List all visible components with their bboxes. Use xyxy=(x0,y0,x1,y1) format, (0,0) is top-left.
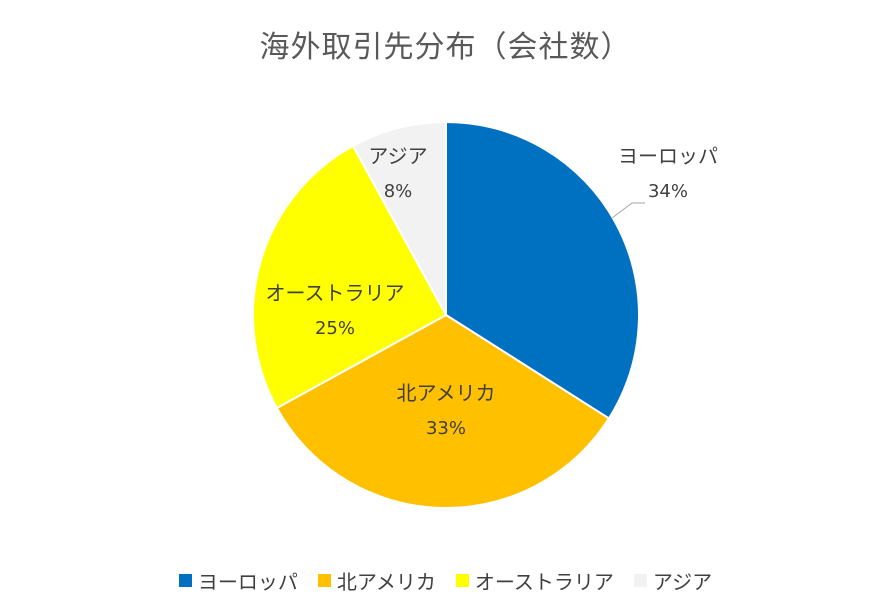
legend-swatch xyxy=(317,574,331,587)
slice-label: ヨーロッパ xyxy=(618,144,718,168)
pie-slice-1 xyxy=(445,120,640,420)
pie-slice-3 xyxy=(252,144,448,410)
legend-label: アジア xyxy=(652,570,713,594)
legend: ヨーロッパ 北アメリカ オーストラリア アジア xyxy=(0,566,891,595)
pie-chart: ヨーロッパ 34% 北アメリカ 33% オーストラリア 25% アジア 8% xyxy=(252,120,718,509)
slice-percent-label: 34% xyxy=(648,181,688,202)
slice-label: オーストラリア xyxy=(266,281,405,305)
legend-item: アジア xyxy=(633,566,713,595)
legend-label: ヨーロッパ xyxy=(197,570,298,594)
chart-title: 海外取引先分布（会社数） xyxy=(259,30,632,65)
legend-label: 北アメリカ xyxy=(336,570,436,594)
legend-item: オーストラリア xyxy=(455,566,614,595)
legend-swatch xyxy=(633,574,647,587)
slice-percent-label: 25% xyxy=(315,318,355,339)
leader-line xyxy=(611,202,645,219)
slice-label: アジア xyxy=(368,144,427,168)
legend-swatch xyxy=(178,574,192,587)
slice-label: 北アメリカ xyxy=(397,381,496,405)
legend-label: オーストラリア xyxy=(474,570,614,594)
slice-percent-label: 33% xyxy=(426,418,466,439)
legend-item: 北アメリカ xyxy=(317,566,436,595)
legend-item: ヨーロッパ xyxy=(178,566,298,595)
pie-slice-4 xyxy=(351,120,447,316)
legend-swatch xyxy=(455,574,469,587)
slice-percent-label: 8% xyxy=(384,181,413,202)
